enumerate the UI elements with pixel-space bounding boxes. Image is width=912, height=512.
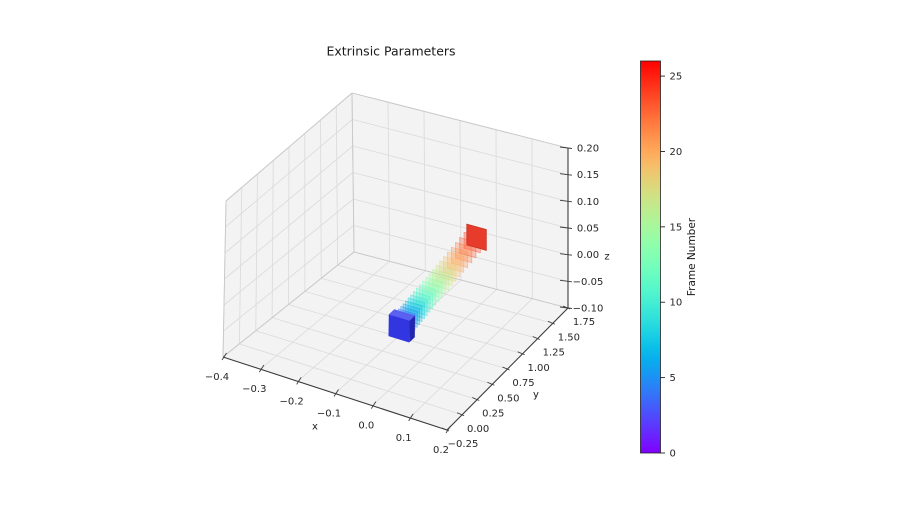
tick-label: −0.25 xyxy=(448,439,479,450)
x-axis-label: x xyxy=(312,421,318,433)
colorbar-tick-label: 25 xyxy=(670,72,683,83)
tick-label: 0.00 xyxy=(577,250,599,261)
start-marker-side xyxy=(409,315,415,343)
tick-mark xyxy=(559,279,573,283)
tick-label: −0.1 xyxy=(317,409,341,420)
tick-label: 0.10 xyxy=(577,197,599,208)
tick-mark xyxy=(559,253,573,256)
tick-label: 1.25 xyxy=(543,348,565,359)
tick-mark xyxy=(559,199,573,203)
tick-label: 0.25 xyxy=(482,409,504,420)
tick-label: 1.50 xyxy=(558,332,580,343)
colorbar: 0 5 10 15 20 25 xyxy=(640,60,683,460)
tick-mark xyxy=(559,173,573,176)
tick-mark xyxy=(559,146,573,149)
tick-mark xyxy=(370,401,377,409)
box-edge xyxy=(351,92,355,253)
tick-mark xyxy=(559,226,573,229)
colorbar-tick-label: 5 xyxy=(670,373,676,384)
tick-label: 0.1 xyxy=(396,433,412,444)
tick-label: −0.3 xyxy=(242,384,266,395)
box-edge xyxy=(351,92,569,149)
tick-mark xyxy=(441,427,450,432)
tick-mark xyxy=(547,320,556,325)
tick-mark xyxy=(221,352,227,361)
grid-line xyxy=(352,119,569,176)
tick-mark xyxy=(408,413,414,422)
colorbar-tick-label: 20 xyxy=(670,147,683,158)
floor-pane xyxy=(223,252,568,430)
chart-title: Extrinsic Parameters xyxy=(326,43,456,59)
colorbar-tick-label: 15 xyxy=(670,222,683,233)
start-marker xyxy=(388,309,415,343)
tick-labels: −0.4 −0.3 −0.2 −0.1 0.0 0.1 0.2−0.25 0.00 0.25 0.… xyxy=(205,144,603,457)
tick-mark xyxy=(333,389,339,397)
pane-edges xyxy=(222,92,569,358)
tick-label: 1.00 xyxy=(527,363,549,374)
tick-label: −0.2 xyxy=(280,396,304,407)
y-axis-label: y xyxy=(533,389,539,401)
grid-line xyxy=(271,317,493,385)
tick-label: 0.00 xyxy=(467,424,489,435)
grid-line xyxy=(223,198,354,306)
colorbar-gradient xyxy=(640,60,661,454)
grid-line xyxy=(352,145,569,202)
grid-line xyxy=(239,343,463,416)
box-edge xyxy=(353,251,569,309)
tick-label: −0.4 xyxy=(205,372,229,383)
tick-mark xyxy=(532,336,540,340)
start-marker-face xyxy=(388,314,410,343)
z-axis-label: z xyxy=(604,251,610,263)
grid-line xyxy=(255,330,478,400)
tick-label: 0.2 xyxy=(433,445,449,456)
grid-line xyxy=(224,172,354,280)
tick-label: 0.15 xyxy=(577,170,599,181)
end-marker-face xyxy=(466,223,487,251)
colorbar-label: Frame Number xyxy=(686,217,698,297)
tick-label: 0.0 xyxy=(358,421,374,432)
tick-label: 1.75 xyxy=(573,317,595,328)
grid-line xyxy=(321,277,538,339)
grid-line xyxy=(223,225,354,332)
box-edge xyxy=(225,92,353,202)
tick-mark xyxy=(472,397,480,401)
tick-marks xyxy=(221,146,573,434)
grid-line xyxy=(353,198,569,256)
frame-square xyxy=(425,276,443,299)
tick-label: −0.10 xyxy=(573,304,604,315)
tick-mark xyxy=(487,381,495,386)
tick-mark xyxy=(517,351,525,356)
end-marker xyxy=(466,223,487,251)
tick-label: 0.05 xyxy=(577,224,599,235)
grid-line xyxy=(225,119,353,228)
colorbar-tick-label: 0 xyxy=(670,449,676,460)
tick-label: −0.05 xyxy=(573,277,604,288)
tick-label: 0.75 xyxy=(512,378,534,389)
grid-line xyxy=(352,172,569,229)
box-edge xyxy=(222,200,227,358)
tick-mark xyxy=(502,366,510,371)
tick-mark xyxy=(258,364,265,373)
tick-label: 0.50 xyxy=(497,393,519,404)
colorbar-tick-label: 10 xyxy=(670,298,683,309)
start-marker-top xyxy=(388,309,415,321)
axis-spine xyxy=(222,356,448,431)
frame-square xyxy=(422,280,440,303)
tick-mark xyxy=(456,412,465,417)
grid-line xyxy=(224,145,353,254)
tick-mark xyxy=(559,306,573,309)
box-edge xyxy=(222,251,355,358)
tick-mark xyxy=(296,377,302,385)
tick-mark xyxy=(445,425,451,434)
tick-label: 0.20 xyxy=(577,144,599,155)
